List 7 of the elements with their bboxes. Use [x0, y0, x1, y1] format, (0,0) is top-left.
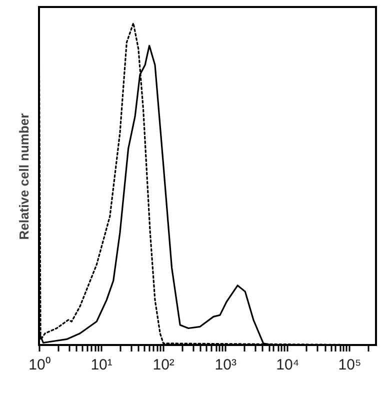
x-tick-label: 10² [152, 356, 174, 374]
x-tick-label: 10⁴ [276, 356, 300, 374]
x-tick-label: 10⁵ [338, 356, 362, 374]
x-tick-label: 10³ [214, 356, 236, 374]
x-tick-label: 10¹ [90, 356, 112, 374]
x-tick-label: 10⁰ [28, 356, 50, 374]
y-axis-title: Relative cell number [16, 113, 32, 240]
